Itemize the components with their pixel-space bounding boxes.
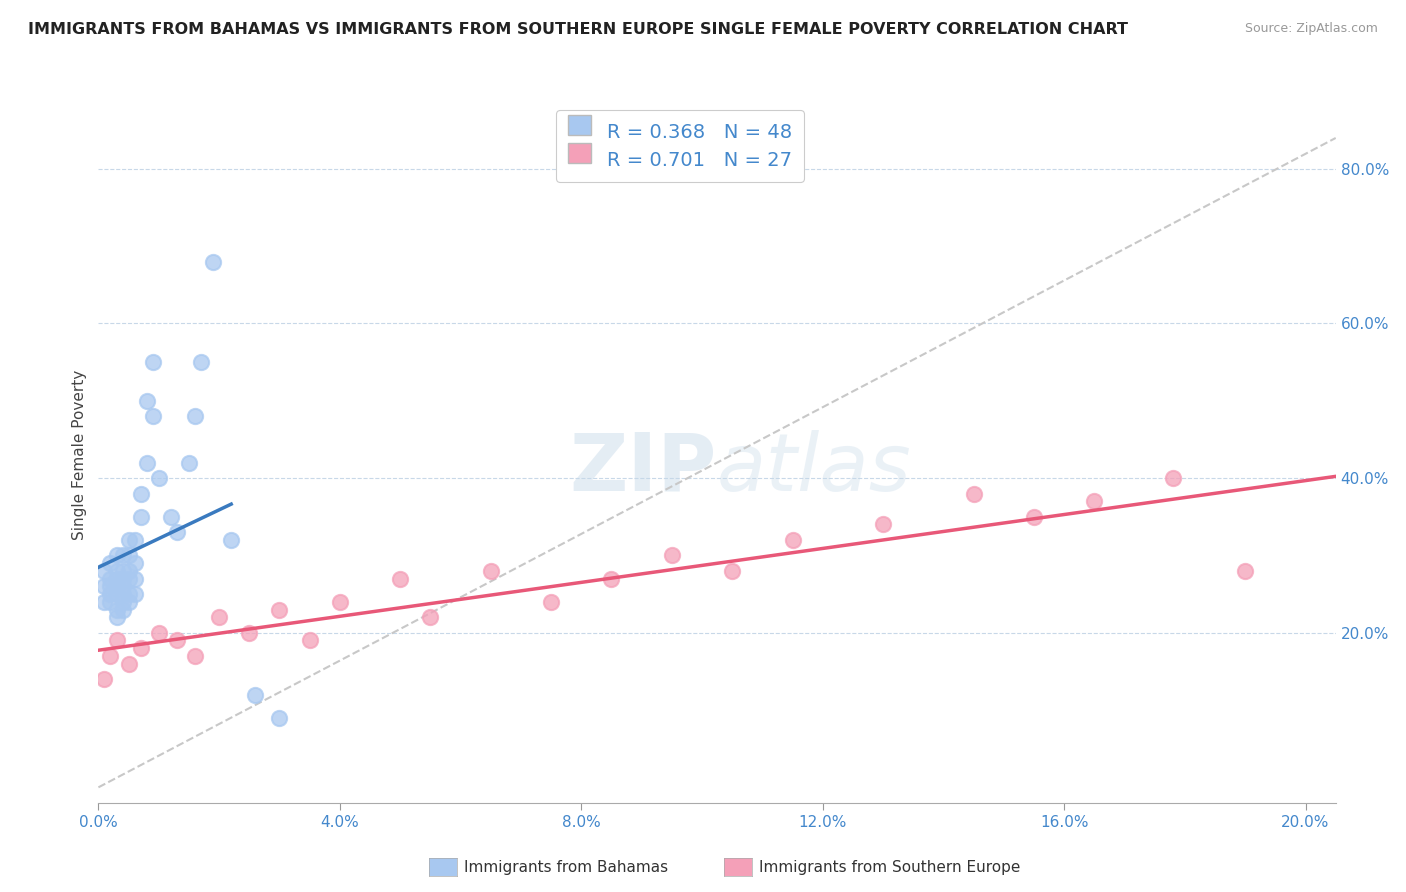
Point [1234,564,1257,578]
Point [129,509,152,524]
Point [166,633,188,648]
Legend: R = 0.368   N = 48, R = 0.701   N = 27: R = 0.368 N = 48, R = 0.701 N = 27 [557,110,804,182]
Point [105,633,128,648]
Text: ZIP: ZIP [569,430,717,508]
Text: Immigrants from Southern Europe: Immigrants from Southern Europe [759,861,1021,875]
Point [93,564,115,578]
Point [479,564,502,578]
Point [419,610,441,624]
Point [117,572,139,586]
Point [100,572,122,586]
Point [93,672,115,686]
Point [184,648,207,663]
Point [872,517,894,532]
Point [100,648,122,663]
Point [1161,471,1184,485]
Point [117,533,139,547]
Point [600,572,623,586]
Point [117,587,139,601]
Point [105,602,128,616]
Point [269,711,291,725]
Point [208,610,231,624]
Point [124,556,146,570]
Point [661,549,683,563]
Point [117,564,139,578]
Point [238,625,260,640]
Point [111,549,134,563]
Point [100,556,122,570]
Point [177,456,200,470]
Point [329,595,352,609]
Text: Immigrants from Bahamas: Immigrants from Bahamas [464,861,668,875]
Point [148,625,170,640]
Point [219,533,242,547]
Point [721,564,744,578]
Point [124,533,146,547]
Point [100,587,122,601]
Point [166,525,188,540]
Point [105,579,128,593]
Point [117,595,139,609]
Y-axis label: Single Female Poverty: Single Female Poverty [72,370,87,540]
Point [142,409,165,424]
Point [1022,509,1045,524]
Text: Source: ZipAtlas.com: Source: ZipAtlas.com [1244,22,1378,36]
Point [135,393,157,408]
Point [100,595,122,609]
Point [389,572,412,586]
Point [782,533,804,547]
Point [135,456,157,470]
Point [100,579,122,593]
Point [105,587,128,601]
Point [117,657,139,671]
Point [111,587,134,601]
Point [105,549,128,563]
Point [93,595,115,609]
Point [962,486,984,500]
Point [245,688,267,702]
Point [93,579,115,593]
Point [129,486,152,500]
Point [540,595,562,609]
Point [111,579,134,593]
Point [142,355,165,369]
Point [111,564,134,578]
Point [111,572,134,586]
Point [160,509,183,524]
Point [269,602,291,616]
Point [111,595,134,609]
Text: IMMIGRANTS FROM BAHAMAS VS IMMIGRANTS FROM SOUTHERN EUROPE SINGLE FEMALE POVERTY: IMMIGRANTS FROM BAHAMAS VS IMMIGRANTS FR… [28,22,1128,37]
Text: atlas: atlas [717,430,912,508]
Point [184,409,207,424]
Point [124,587,146,601]
Point [129,641,152,656]
Point [124,572,146,586]
Point [190,355,212,369]
Point [111,602,134,616]
Point [298,633,321,648]
Point [148,471,170,485]
Point [202,254,225,268]
Point [105,564,128,578]
Point [117,549,139,563]
Point [105,610,128,624]
Point [1083,494,1105,508]
Point [105,572,128,586]
